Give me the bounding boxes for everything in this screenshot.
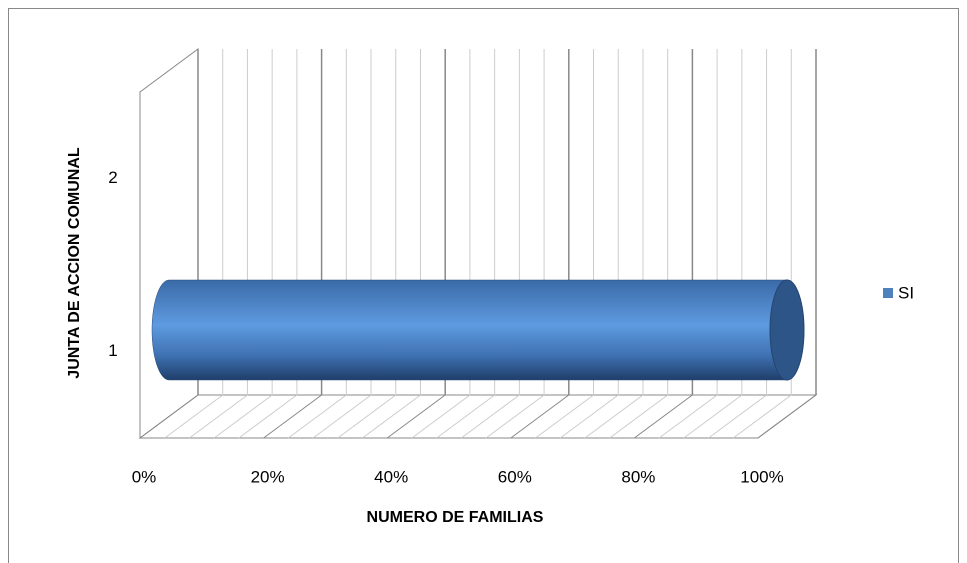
minor-floor-grid-line (461, 394, 520, 439)
minor-floor-grid-line (559, 394, 619, 439)
x-tick-label: 60% (498, 467, 532, 486)
minor-floor-grid-line (436, 394, 495, 439)
x-tick-label: 100% (740, 467, 783, 486)
minor-floor-grid-line (213, 394, 273, 439)
y-tick-label: 1 (108, 341, 117, 360)
x-tick-label: 40% (374, 467, 408, 486)
legend-label: SI (898, 283, 914, 302)
floor-grid-line (510, 394, 570, 439)
minor-floor-grid-line (411, 394, 471, 439)
minor-floor-grid-line (658, 394, 718, 439)
floor-grid-line (386, 394, 446, 439)
legend-swatch (883, 288, 893, 298)
minor-floor-grid-line (189, 394, 248, 439)
floor-grid-line (757, 394, 817, 439)
floor-grid-line (263, 394, 322, 439)
minor-floor-grid-line (609, 394, 668, 439)
minor-floor-grid-line (683, 394, 743, 439)
minor-floor-grid-line (732, 394, 792, 439)
minor-floor-grid-line (238, 394, 298, 439)
minor-floor-grid-line (337, 394, 397, 439)
y-axis-title: JUNTA DE ACCION COMUNAL (66, 147, 83, 379)
x-tick-label: 0% (132, 467, 157, 486)
bar-cap (769, 279, 805, 381)
minor-floor-grid-line (164, 394, 224, 439)
minor-floor-grid-line (584, 394, 644, 439)
x-tick-label: 20% (251, 467, 285, 486)
x-axis-title: NUMERO DE FAMILIAS (367, 509, 544, 526)
x-tick-label: 80% (621, 467, 655, 486)
minor-floor-grid-line (288, 394, 347, 439)
bar (151, 279, 805, 381)
floor-grid-line (139, 394, 199, 439)
y-tick-label: 2 (108, 168, 117, 187)
minor-floor-grid-line (535, 394, 594, 439)
floor-grid-line (634, 394, 693, 439)
minor-floor-grid-line (708, 394, 767, 439)
minor-floor-grid-line (312, 394, 372, 439)
minor-floor-grid-line (485, 394, 545, 439)
minor-floor-grid-line (362, 394, 421, 439)
